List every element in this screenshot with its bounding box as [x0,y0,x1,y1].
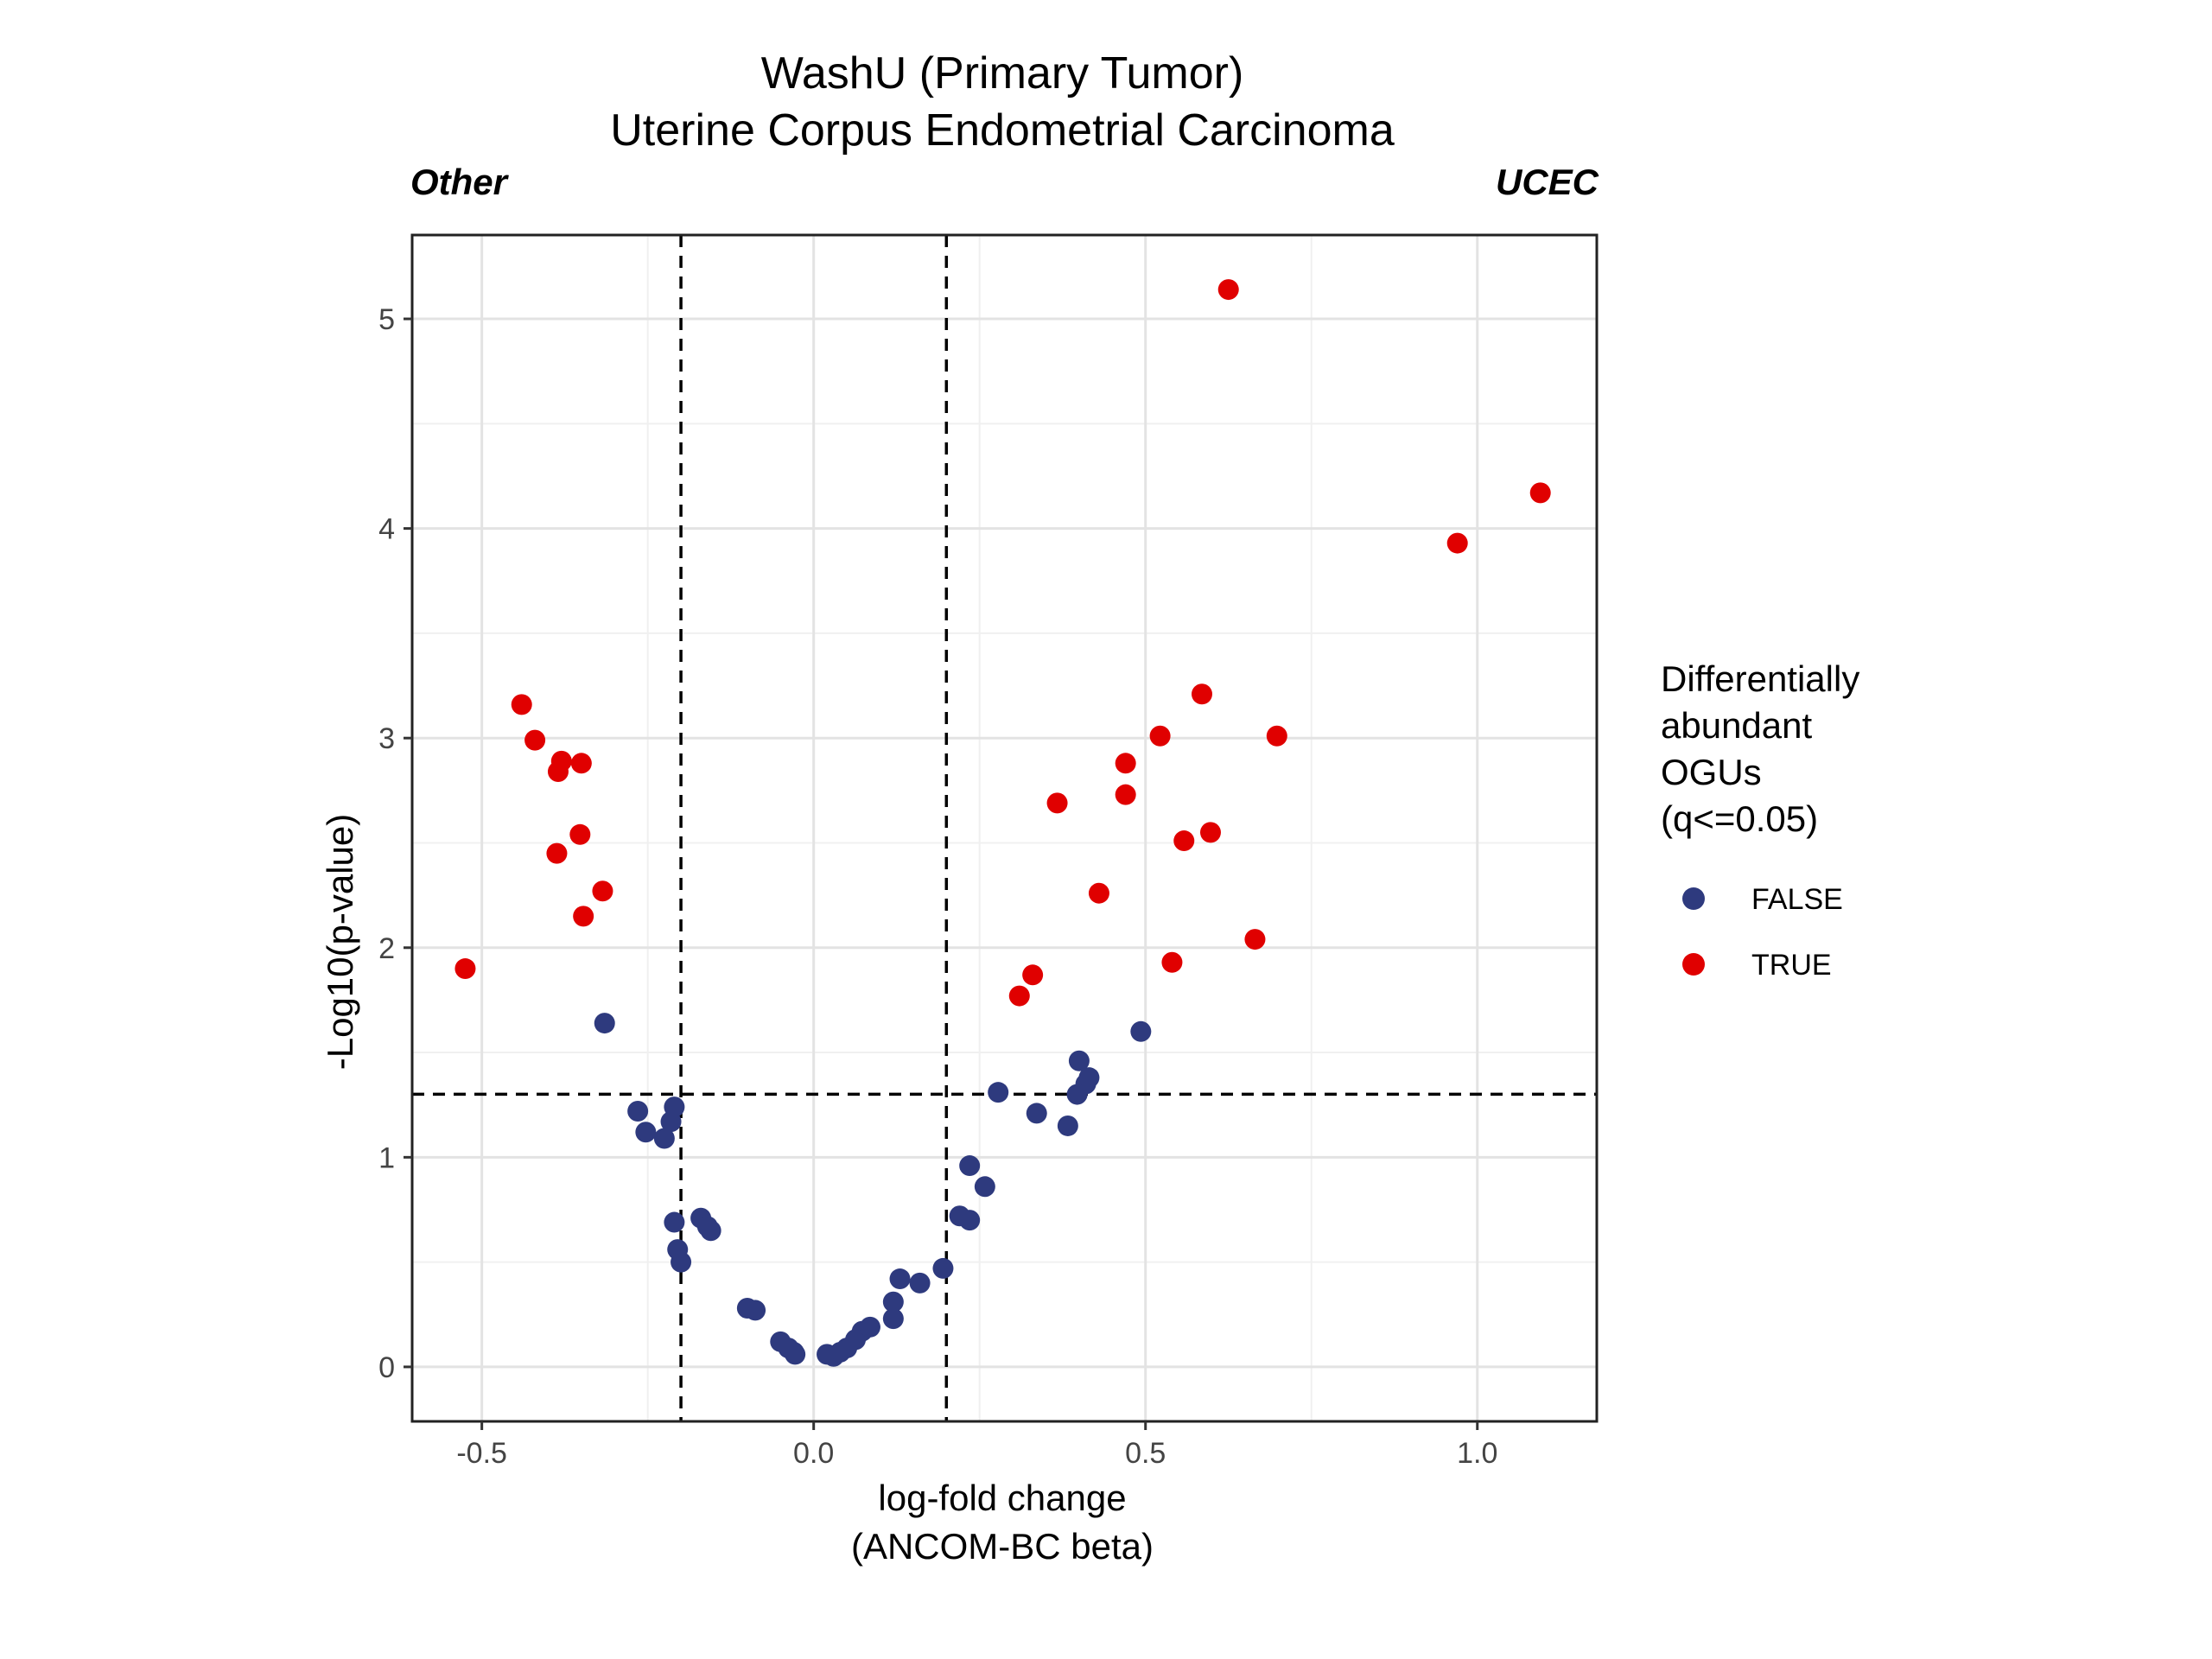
data-point-false [671,1251,692,1273]
data-point-false [988,1082,1009,1103]
data-point-true [1529,482,1551,504]
data-point-false [974,1176,995,1198]
x-axis-title-line2: (ANCOM-BC beta) [851,1526,1154,1567]
y-tick-label: 2 [378,932,395,965]
data-point-true [550,750,572,772]
data-point-true [1217,279,1239,301]
data-point-false [889,1268,911,1290]
data-point-true [1115,753,1136,774]
plot-border [410,233,1599,1423]
data-point-true [569,823,591,845]
data-point-true [1046,792,1068,814]
data-point-false [859,1316,880,1338]
data-point-false [745,1300,766,1321]
legend-title-line: Differentially [1661,658,1859,699]
data-point-false [594,1013,615,1034]
data-point-false [1026,1103,1047,1124]
data-point-true [1199,822,1221,843]
data-point-true [1149,725,1171,747]
legend: Differentially abundant OGUs (q<=0.05) FALSE… [1661,658,1859,982]
data-point-false [959,1155,981,1177]
y-tick-label: 0 [378,1351,395,1384]
plot-background [412,235,1597,1421]
data-point-false [664,1096,685,1118]
data-point-true [592,880,613,902]
data-point-true [1446,532,1468,554]
data-point-true [1161,951,1183,973]
data-point-true [524,729,546,751]
data-point-false [627,1100,649,1122]
data-point-false [1130,1020,1152,1042]
x-tick-label: 0.5 [1125,1437,1166,1470]
y-axis-title: -Log10(p-value) [320,814,360,1071]
legend-key-false [1682,887,1705,910]
data-point-false [635,1122,657,1143]
legend-title-line: (q<=0.05) [1661,798,1818,839]
plot-area: -0.5 0.0 0.5 1.0 0 1 2 3 4 5 [378,233,1599,1470]
data-point-false [882,1308,904,1330]
data-point-false [700,1220,721,1242]
data-point-true [570,753,592,774]
data-point-true [511,694,532,715]
data-point-false [1057,1115,1078,1136]
data-point-false [1068,1050,1090,1071]
data-point-false [785,1344,806,1365]
data-point-false [653,1128,675,1149]
y-tick-label: 3 [378,722,395,755]
x-axis-title-line1: log-fold change [878,1478,1126,1518]
data-point-true [1008,985,1030,1007]
legend-title-line: abundant [1661,705,1813,746]
data-point-true [1088,882,1109,904]
data-point-true [1115,784,1136,805]
y-tick-label: 4 [378,513,395,546]
legend-title-line: OGUs [1661,752,1762,792]
legend-label-true: TRUE [1751,949,1832,982]
data-point-true [1266,725,1287,747]
data-point-false [959,1210,981,1231]
chart-title: WashU (Primary Tumor) [761,48,1244,99]
left-group-label: Other [410,162,510,202]
y-tick-label: 5 [378,303,395,336]
legend-label-false: FALSE [1751,883,1843,916]
data-point-true [546,842,568,864]
x-tick-label: -0.5 [456,1437,507,1470]
right-group-label: UCEC [1496,162,1599,202]
data-point-true [1022,964,1044,986]
x-tick-label: 0.0 [793,1437,834,1470]
data-point-true [1173,830,1195,852]
data-point-true [1192,683,1212,705]
data-point-false [882,1291,904,1313]
x-tick-label: 1.0 [1457,1437,1497,1470]
data-point-false [664,1211,685,1233]
data-point-false [909,1272,931,1294]
data-point-true [1244,929,1266,950]
data-point-true [573,906,594,927]
chart-subtitle: Uterine Corpus Endometrial Carcinoma [610,105,1395,156]
data-point-false [1078,1067,1100,1089]
data-point-true [454,958,476,980]
data-point-false [932,1257,954,1279]
y-tick-label: 1 [378,1141,395,1174]
legend-key-true [1682,953,1705,976]
